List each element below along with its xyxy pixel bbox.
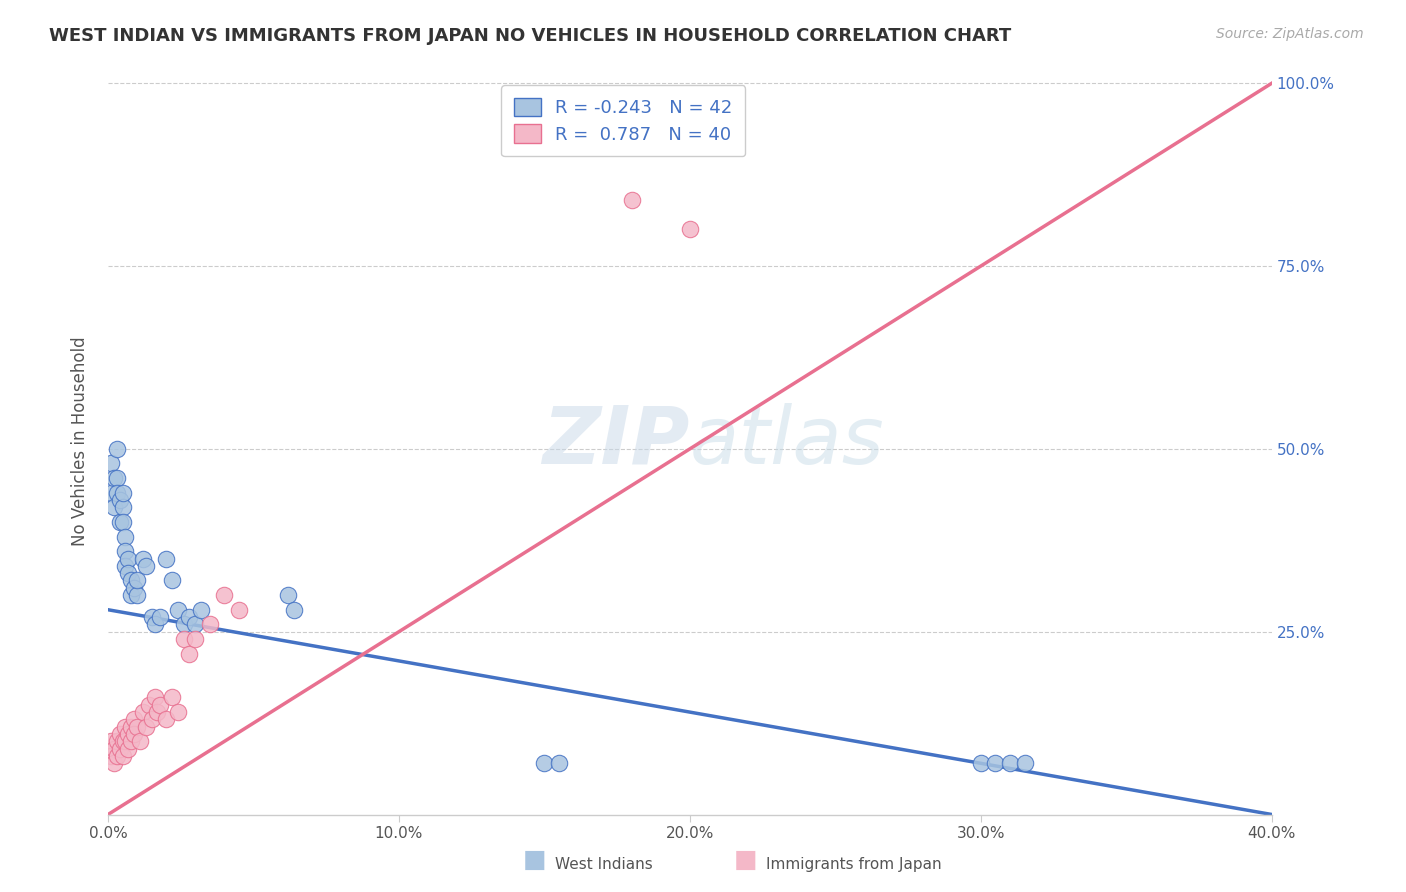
Point: [173, 617, 195, 632]
Point: [108, 741, 131, 756]
Point: [179, 647, 201, 661]
Point: [100, 734, 122, 748]
Point: [111, 500, 134, 515]
Point: [103, 471, 125, 485]
Point: [111, 515, 134, 529]
Text: ■: ■: [523, 848, 546, 872]
Point: [120, 574, 142, 588]
Y-axis label: No Vehicles in Household: No Vehicles in Household: [72, 336, 89, 546]
Point: [166, 603, 188, 617]
Point: [132, 551, 155, 566]
Point: [149, 610, 172, 624]
Point: [184, 632, 207, 646]
Point: [214, 588, 236, 602]
Point: [679, 222, 702, 236]
Point: [135, 558, 157, 573]
Point: [146, 705, 169, 719]
Point: [1014, 756, 1036, 771]
Point: [160, 690, 183, 705]
Legend: R = -0.243   N = 42, R =  0.787   N = 40: R = -0.243 N = 42, R = 0.787 N = 40: [501, 85, 745, 156]
Point: [111, 485, 134, 500]
Point: [117, 566, 139, 581]
Point: [100, 749, 122, 764]
Point: [533, 756, 555, 771]
Point: [141, 610, 163, 624]
Point: [143, 617, 166, 632]
Point: [100, 457, 122, 471]
Point: [179, 610, 201, 624]
Point: [173, 632, 195, 646]
Point: [108, 515, 131, 529]
Point: [127, 574, 149, 588]
Point: [548, 756, 571, 771]
Point: [105, 749, 128, 764]
Point: [103, 756, 125, 771]
Point: [166, 705, 188, 719]
Text: Immigrants from Japan: Immigrants from Japan: [766, 857, 942, 872]
Point: [160, 574, 183, 588]
Point: [108, 727, 131, 741]
Point: [277, 588, 299, 602]
Point: [132, 705, 155, 719]
Point: [105, 471, 128, 485]
Point: [149, 698, 172, 712]
Point: [120, 720, 142, 734]
Point: [135, 720, 157, 734]
Point: [184, 617, 207, 632]
Point: [100, 485, 122, 500]
Point: [120, 734, 142, 748]
Point: [120, 588, 142, 602]
Point: [127, 720, 149, 734]
Text: West Indians: West Indians: [555, 857, 654, 872]
Point: [122, 713, 145, 727]
Point: [129, 734, 152, 748]
Text: atlas: atlas: [690, 402, 884, 481]
Point: [117, 551, 139, 566]
Point: [998, 756, 1021, 771]
Point: [122, 727, 145, 741]
Point: [970, 756, 993, 771]
Point: [105, 734, 128, 748]
Point: [155, 713, 177, 727]
Point: [114, 530, 136, 544]
Point: [127, 588, 149, 602]
Point: [122, 581, 145, 595]
Point: [114, 544, 136, 558]
Point: [143, 690, 166, 705]
Point: [138, 698, 160, 712]
Point: [117, 741, 139, 756]
Point: [105, 485, 128, 500]
Point: [105, 442, 128, 456]
Text: ■: ■: [734, 848, 756, 872]
Point: [114, 734, 136, 748]
Text: Source: ZipAtlas.com: Source: ZipAtlas.com: [1216, 27, 1364, 41]
Text: WEST INDIAN VS IMMIGRANTS FROM JAPAN NO VEHICLES IN HOUSEHOLD CORRELATION CHART: WEST INDIAN VS IMMIGRANTS FROM JAPAN NO …: [49, 27, 1011, 45]
Point: [108, 493, 131, 508]
Point: [198, 617, 221, 632]
Point: [111, 734, 134, 748]
Point: [111, 749, 134, 764]
Point: [620, 193, 643, 207]
Point: [103, 500, 125, 515]
Point: [155, 551, 177, 566]
Point: [190, 603, 212, 617]
Text: ZIP: ZIP: [543, 402, 690, 481]
Point: [228, 603, 250, 617]
Point: [984, 756, 1007, 771]
Point: [103, 741, 125, 756]
Point: [141, 713, 163, 727]
Point: [114, 720, 136, 734]
Point: [114, 558, 136, 573]
Point: [117, 727, 139, 741]
Point: [283, 603, 305, 617]
